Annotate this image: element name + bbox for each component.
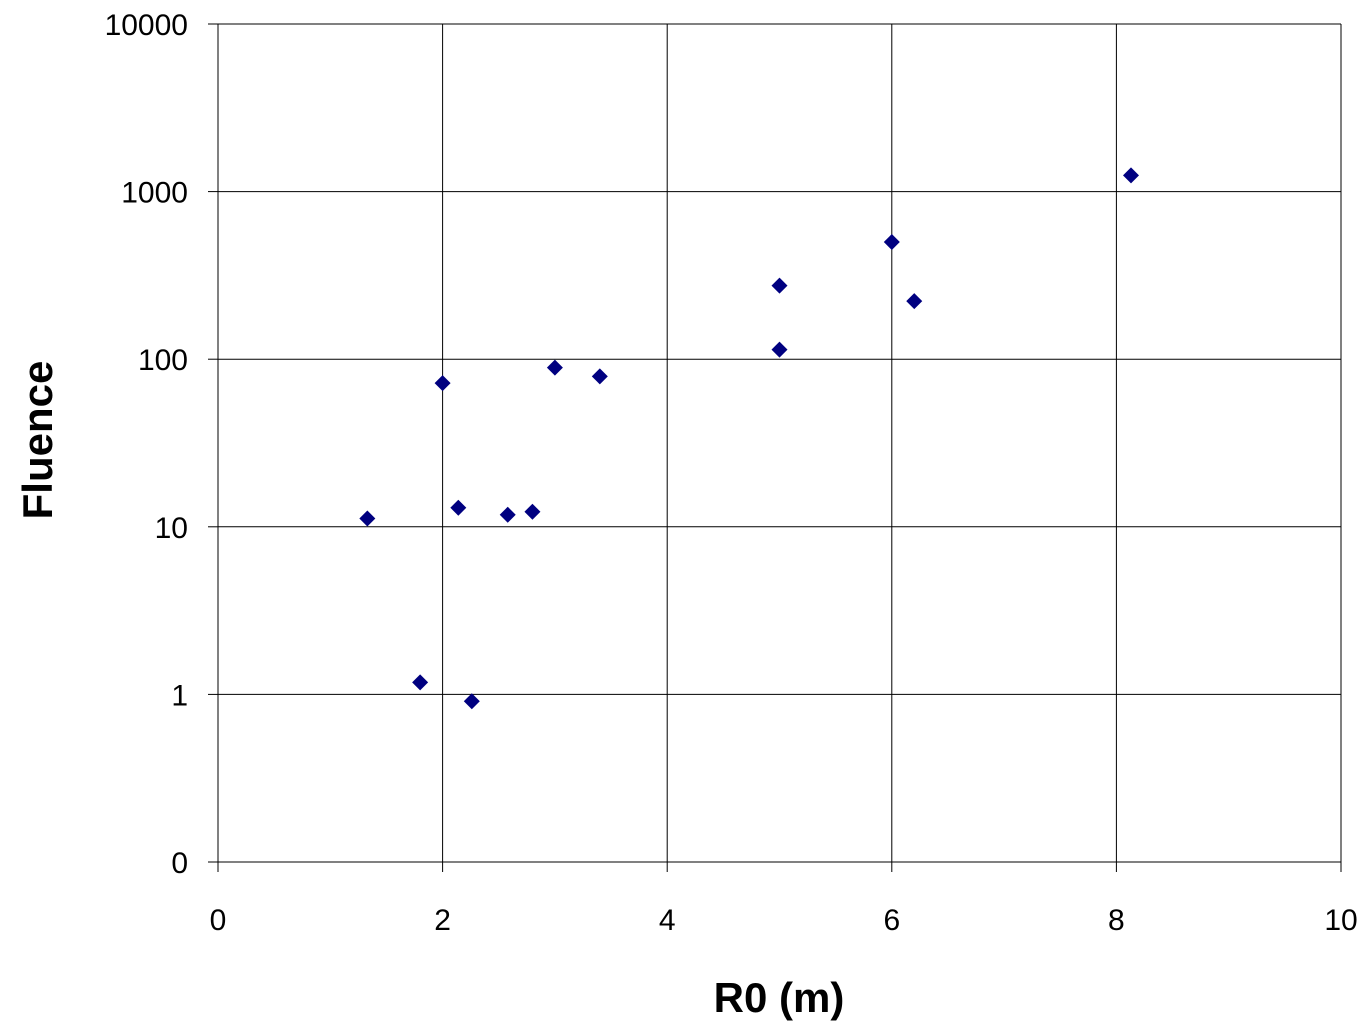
data-point-marker [359,510,376,527]
data-point-marker [499,506,516,523]
data-point-marker [463,693,480,710]
x-tick-label: 2 [434,904,451,937]
data-point-marker [524,503,541,520]
axes [208,23,1342,872]
data-points [359,167,1139,710]
data-point-marker [883,234,900,251]
data-point-marker [906,293,923,310]
y-tick-label: 100 [138,344,188,377]
y-tick-label: 0 [171,847,188,880]
y-tick-label: 1000 [121,177,188,210]
data-point-marker [450,499,467,516]
data-point-marker [591,368,608,385]
y-tick-label: 10000 [105,9,188,42]
data-point-marker [434,375,451,392]
x-tick-label: 0 [210,904,227,937]
data-point-marker [771,277,788,294]
y-axis-title: Fluence [14,361,61,520]
x-tick-label: 4 [659,904,676,937]
x-axis-title: R0 (m) [714,974,845,1021]
data-point-marker [546,359,563,376]
data-point-marker [771,341,788,358]
x-tick-label: 10 [1324,904,1357,937]
data-point-marker [412,674,429,691]
y-tick-label: 10 [155,512,188,545]
data-point-marker [1122,167,1139,184]
grid-lines [218,23,1342,862]
y-tick-label: 1 [171,679,188,712]
x-tick-label: 8 [1108,904,1125,937]
x-tick-label: 6 [883,904,900,937]
